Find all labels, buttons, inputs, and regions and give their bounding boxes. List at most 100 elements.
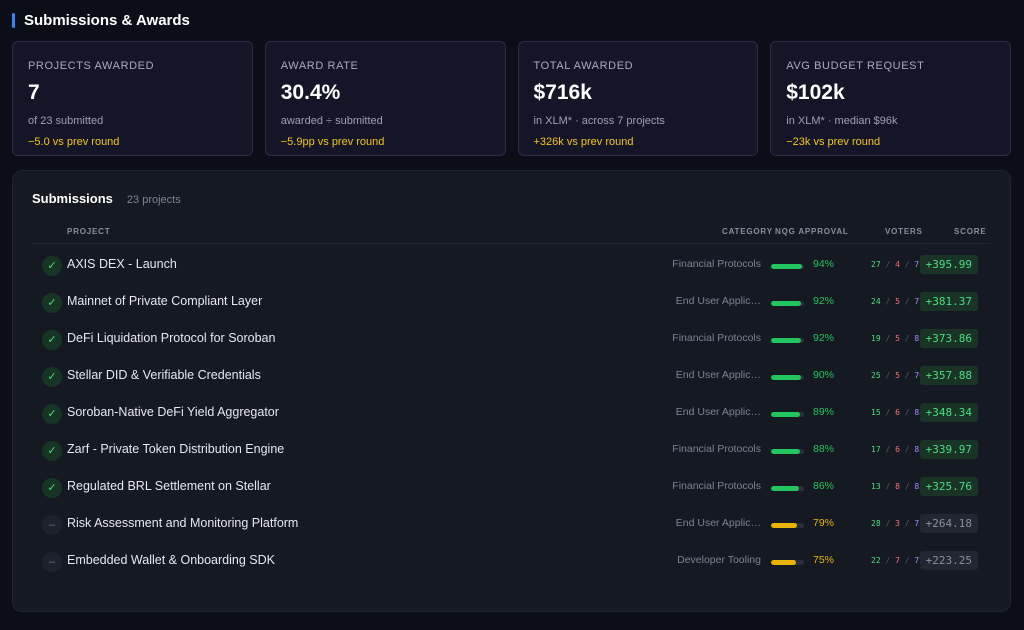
check-icon: ✓ (42, 478, 62, 498)
voters-total: 85 (914, 408, 924, 417)
voters-yes: 22 (871, 556, 881, 565)
page-header: Submissions & Awards (12, 10, 190, 30)
column-header-approval[interactable]: NQG APPROVAL (775, 227, 849, 236)
approval-bar-fill (771, 264, 803, 269)
approval-bar (771, 449, 804, 454)
project-name[interactable]: DeFi Liquidation Protocol for Soroban (67, 331, 276, 345)
voters-breakdown: 28 / 3 / 75 (871, 519, 924, 528)
table-row[interactable]: – Embedded Wallet & Onboarding SDK Develop… (13, 545, 1010, 582)
project-category: Financial Protocols (672, 332, 761, 344)
submissions-panel[interactable]: Submissions 23 projects PROJECT CATEGORY… (12, 170, 1011, 612)
table-row[interactable]: ✓ Stellar DID & Verifiable Credentials End… (13, 360, 1010, 397)
approval-bar-fill (771, 523, 798, 528)
voters-breakdown: 19 / 5 / 82 (871, 334, 924, 343)
project-name[interactable]: Regulated BRL Settlement on Stellar (67, 479, 271, 493)
header-divider (32, 243, 991, 244)
voters-no: 3 (895, 519, 900, 528)
approval-bar (771, 375, 804, 380)
stat-subtext: in XLM* · median $96k (786, 115, 898, 127)
approval-bar-fill (771, 449, 801, 454)
voters-total: 77 (914, 556, 924, 565)
score-badge: +223.25 (919, 551, 978, 570)
stat-label: AVG BUDGET REQUEST (786, 60, 925, 72)
project-name[interactable]: Mainnet of Private Compliant Layer (67, 294, 263, 308)
stat-value: 30.4% (280, 81, 341, 104)
column-header-voters[interactable]: VOTERS (885, 227, 923, 236)
stat-value: 7 (28, 81, 40, 104)
voters-yes: 24 (871, 297, 881, 306)
project-name[interactable]: Soroban-Native DeFi Yield Aggregator (67, 405, 279, 419)
stat-subtext: of 23 submitted (28, 115, 104, 127)
voters-breakdown: 13 / 8 / 85 (871, 482, 924, 491)
stat-card-award-rate: AWARD RATE 30.4% awarded ÷ submitted −5.… (264, 41, 506, 156)
voters-no: 5 (895, 297, 900, 306)
voters-yes: 19 (871, 334, 881, 343)
voters-no: 6 (895, 445, 900, 454)
approval-percent: 90% (813, 369, 835, 381)
table-row[interactable]: – Risk Assessment and Monitoring Platform… (13, 508, 1010, 545)
voters-no: 5 (895, 334, 900, 343)
project-category: Developer Tooling (677, 554, 761, 566)
table-row[interactable]: ✓ Soroban-Native DeFi Yield Aggregator End… (13, 397, 1010, 434)
score-badge: +348.34 (919, 403, 978, 422)
column-header-score[interactable]: SCORE (954, 227, 987, 236)
table-row[interactable]: ✓ DeFi Liquidation Protocol for Soroban Fi… (13, 323, 1010, 360)
voters-breakdown: 24 / 5 / 77 (871, 297, 924, 306)
approval-percent: 89% (813, 406, 835, 418)
table-row[interactable]: ✓ AXIS DEX - Launch Financial Protocols 94%… (13, 249, 1010, 286)
project-name[interactable]: Risk Assessment and Monitoring Platform (67, 516, 299, 530)
approval-bar (771, 560, 804, 565)
stat-label: PROJECTS AWARDED (28, 60, 155, 72)
voters-yes: 17 (871, 445, 881, 454)
approval-bar-fill (771, 560, 796, 565)
stat-subtext: awarded ÷ submitted (280, 115, 383, 127)
voters-breakdown: 22 / 7 / 77 (871, 556, 924, 565)
stat-card-avg-budget-request: AVG BUDGET REQUEST $102k in XLM* · media… (770, 41, 1011, 156)
approval-percent: 86% (813, 480, 835, 492)
panel-header: Submissions 23 projects (32, 191, 181, 206)
project-name[interactable]: Zarf - Private Token Distribution Engine (67, 442, 285, 456)
stat-delta: +326k vs prev round (533, 136, 634, 148)
voters-yes: 15 (871, 408, 881, 417)
score-badge: +325.76 (919, 477, 978, 496)
stat-card-total-awarded: TOTAL AWARDED $716k in XLM* · across 7 p… (517, 41, 759, 156)
voters-breakdown: 15 / 6 / 85 (871, 408, 924, 417)
project-count: 23 projects (126, 194, 181, 206)
approval-percent: 94% (813, 258, 835, 270)
approval-bar-fill (771, 486, 800, 491)
score-badge: +264.18 (919, 514, 978, 533)
project-name[interactable]: Stellar DID & Verifiable Credentials (67, 368, 261, 382)
approval-percent: 79% (813, 517, 835, 529)
stat-value: $716k (533, 81, 592, 104)
voters-yes: 13 (871, 482, 881, 491)
approval-bar-fill (771, 301, 802, 306)
voters-yes: 27 (871, 260, 881, 269)
project-name[interactable]: AXIS DEX - Launch (67, 257, 177, 271)
table-row[interactable]: ✓ Mainnet of Private Compliant Layer End U… (13, 286, 1010, 323)
voters-yes: 25 (871, 371, 881, 380)
voters-no: 6 (895, 408, 900, 417)
approval-percent: 75% (813, 554, 835, 566)
score-badge: +373.86 (919, 329, 978, 348)
check-icon: ✓ (42, 367, 62, 387)
voters-no: 4 (895, 260, 900, 269)
column-header-category[interactable]: CATEGORY (722, 227, 773, 236)
title-accent-bar (12, 12, 15, 28)
approval-percent: 88% (813, 443, 835, 455)
voters-total: 75 (914, 519, 924, 528)
stat-subtext: in XLM* · across 7 projects (533, 115, 665, 127)
approval-percent: 92% (813, 295, 835, 307)
project-category: End User Applic… (675, 517, 761, 529)
column-header-project[interactable]: PROJECT (67, 227, 111, 236)
check-icon: ✓ (42, 330, 62, 350)
check-icon: ✓ (42, 256, 62, 276)
dash-icon: – (42, 515, 62, 535)
table-row[interactable]: ✓ Zarf - Private Token Distribution Engin… (13, 434, 1010, 471)
stat-label: TOTAL AWARDED (533, 60, 634, 72)
voters-total: 75 (914, 260, 924, 269)
table-row[interactable]: ✓ Regulated BRL Settlement on Stellar Fina… (13, 471, 1010, 508)
project-category: End User Applic… (675, 295, 761, 307)
project-name[interactable]: Embedded Wallet & Onboarding SDK (67, 553, 275, 567)
approval-bar (771, 486, 804, 491)
approval-bar-fill (771, 412, 801, 417)
